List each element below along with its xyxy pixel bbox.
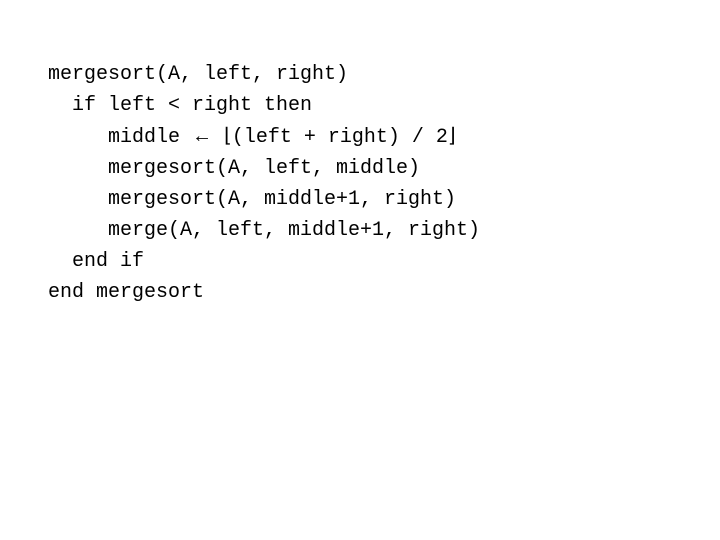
left-arrow-icon: ← [192, 125, 212, 147]
floor-open-icon: ⌊ [224, 125, 232, 147]
code-line: mergesort(A, left, middle) [48, 157, 420, 180]
code-line: mergesort(A, middle+1, right) [48, 188, 456, 211]
floor-close-icon: ⌋ [448, 125, 456, 147]
pseudocode-block: mergesort(A, left, right) if left < righ… [0, 0, 720, 308]
code-line: end if [48, 250, 144, 273]
code-line: merge(A, left, middle+1, right) [48, 219, 480, 242]
code-line: middle ← ⌊(left + right) / 2⌋ [48, 126, 456, 149]
code-line: mergesort(A, left, right) [48, 63, 348, 86]
code-line: if left < right then [48, 94, 312, 117]
code-line: end mergesort [48, 281, 204, 304]
